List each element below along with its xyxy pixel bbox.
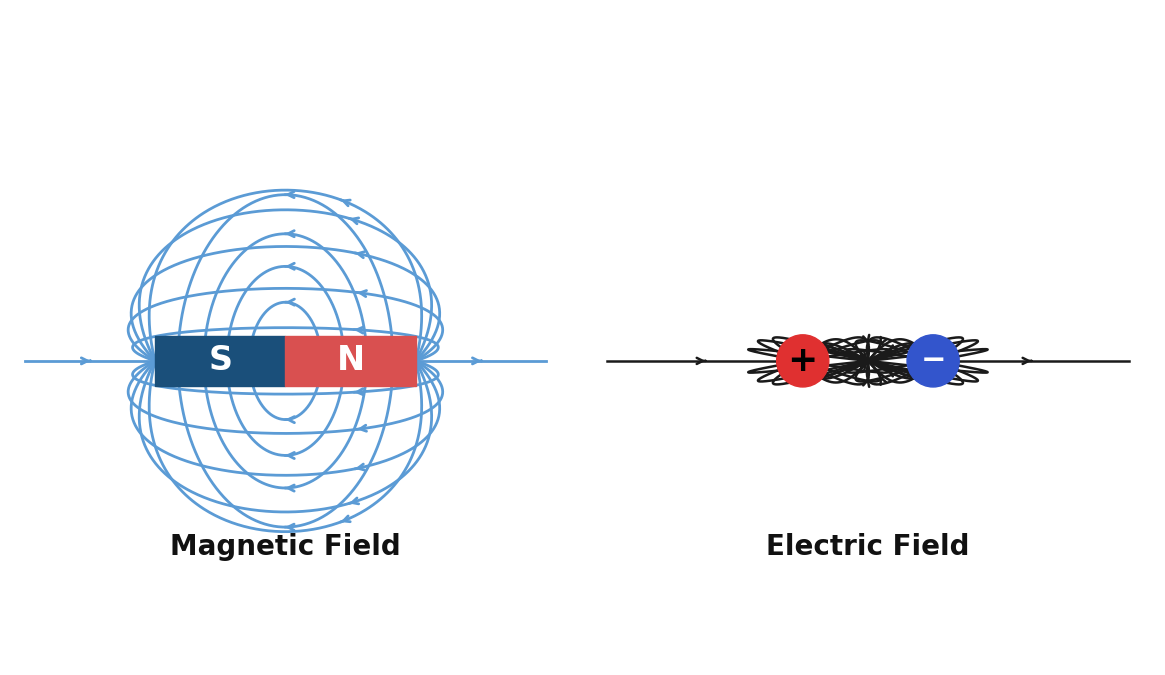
Text: S: S — [209, 344, 232, 377]
Circle shape — [908, 335, 959, 387]
Text: +: + — [788, 344, 818, 378]
Bar — [155, 336, 285, 385]
Text: N: N — [337, 344, 365, 377]
Circle shape — [777, 335, 828, 387]
Text: Magnetic Field: Magnetic Field — [170, 533, 401, 561]
Text: Electric Field: Electric Field — [767, 533, 969, 561]
Text: Magnetic Field vs.  Electric Field: Magnetic Field vs. Electric Field — [150, 20, 1015, 65]
Bar — [285, 336, 416, 385]
Text: −: − — [920, 346, 946, 375]
